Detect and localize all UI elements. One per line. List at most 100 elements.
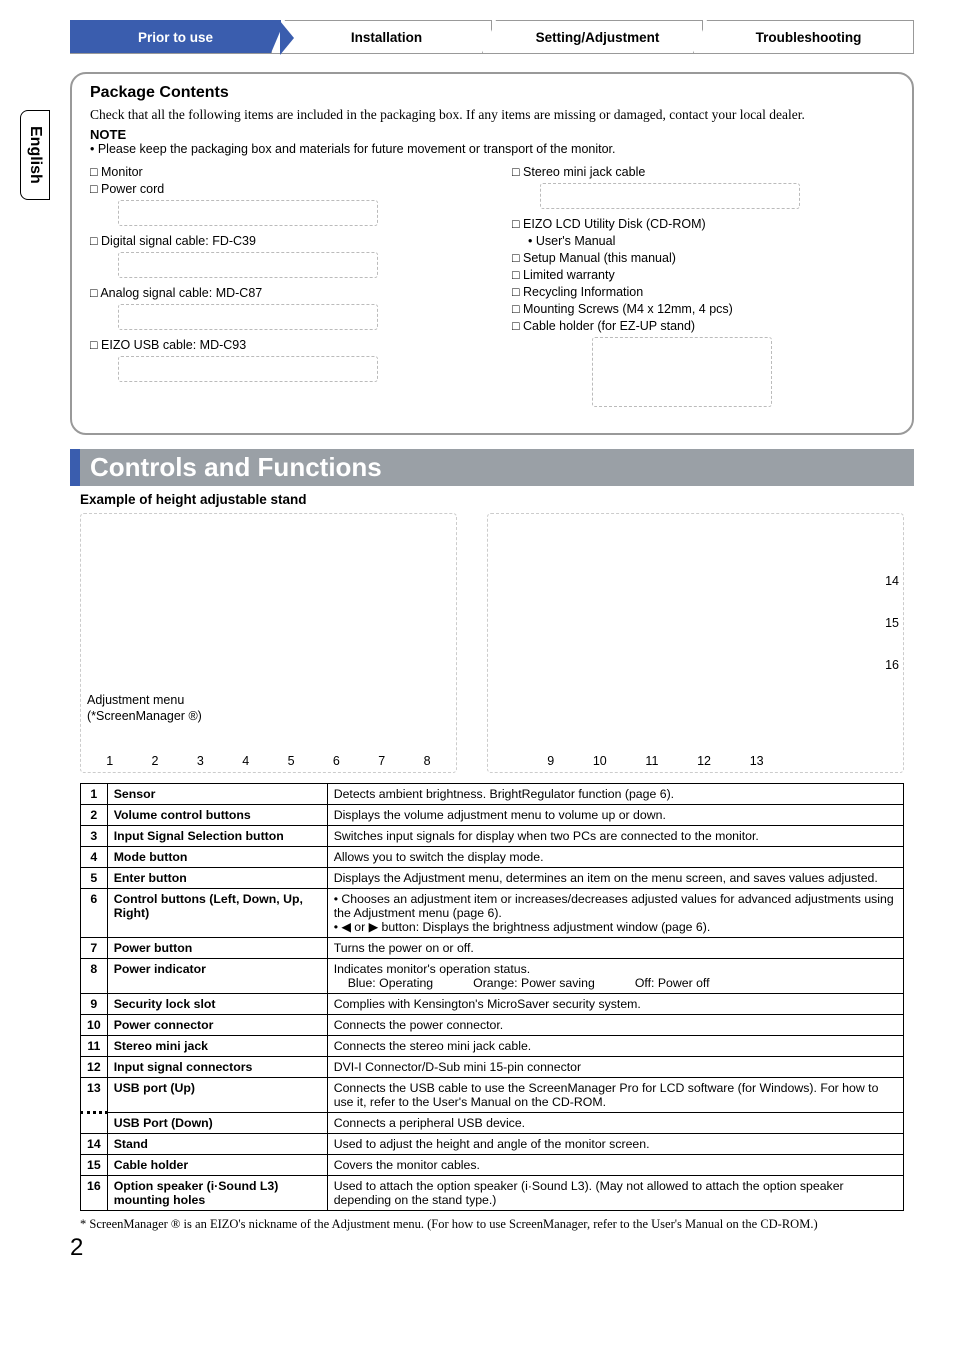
row-name: Power button — [107, 938, 327, 959]
row-desc: Connects a peripheral USB device. — [327, 1113, 903, 1134]
cable-illustration — [118, 356, 378, 382]
row-desc: Switches input signals for display when … — [327, 826, 903, 847]
callout-number: 3 — [197, 754, 204, 768]
row-number: 5 — [81, 868, 108, 889]
row-desc: Connects the power connector. — [327, 1015, 903, 1036]
callout-number: 5 — [288, 754, 295, 768]
row-desc: Used to adjust the height and angle of t… — [327, 1134, 903, 1155]
package-item: □ Monitor — [90, 165, 472, 179]
section-heading: Controls and Functions — [70, 449, 914, 486]
row-name: Power indicator — [107, 959, 327, 994]
row-name: Power connector — [107, 1015, 327, 1036]
side-number-labels: 14 15 16 — [885, 574, 899, 672]
adj-menu-caption: Adjustment menu (*ScreenManager ®) — [87, 692, 202, 725]
callout-number: 9 — [547, 754, 554, 768]
section-accent — [70, 449, 80, 486]
table-row: 15Cable holderCovers the monitor cables. — [81, 1155, 904, 1176]
note-label: NOTE — [90, 127, 894, 142]
table-row: 7Power buttonTurns the power on or off. — [81, 938, 904, 959]
callout-number: 1 — [106, 754, 113, 768]
row-number — [81, 1113, 108, 1134]
row-number: 7 — [81, 938, 108, 959]
tab-installation[interactable]: Installation — [271, 20, 492, 53]
package-item: □ Power cord — [90, 182, 472, 196]
tab-troubleshooting[interactable]: Troubleshooting — [693, 20, 914, 53]
callout-number: 16 — [885, 658, 899, 672]
row-name: Stereo mini jack — [107, 1036, 327, 1057]
table-row: 9Security lock slotComplies with Kensing… — [81, 994, 904, 1015]
tab-prior-to-use[interactable]: Prior to use — [70, 20, 281, 53]
row-desc: Indicates monitor's operation status.Blu… — [327, 959, 903, 994]
row-name: Option speaker (i·Sound L3) mounting hol… — [107, 1176, 327, 1211]
table-row: 14StandUsed to adjust the height and ang… — [81, 1134, 904, 1155]
cable-illustration — [540, 183, 800, 209]
table-row: 5Enter buttonDisplays the Adjustment men… — [81, 868, 904, 889]
row-desc: Used to attach the option speaker (i·Sou… — [327, 1176, 903, 1211]
table-row: 3Input Signal Selection buttonSwitches i… — [81, 826, 904, 847]
package-item: □ Setup Manual (this manual) — [512, 251, 894, 265]
row-desc: Connects the stereo mini jack cable. — [327, 1036, 903, 1057]
callout-number: 2 — [152, 754, 159, 768]
tab-setting-adjustment[interactable]: Setting/Adjustment — [482, 20, 703, 53]
row-number: 16 — [81, 1176, 108, 1211]
row-number: 6 — [81, 889, 108, 938]
callout-number: 15 — [885, 616, 899, 630]
row-desc: DVI-I Connector/D-Sub mini 15-pin connec… — [327, 1057, 903, 1078]
row-name: Control buttons (Left, Down, Up, Right) — [107, 889, 327, 938]
table-row: 13USB port (Up)Connects the USB cable to… — [81, 1078, 904, 1113]
table-row: 6Control buttons (Left, Down, Up, Right)… — [81, 889, 904, 938]
table-row: 1SensorDetects ambient brightness. Brigh… — [81, 784, 904, 805]
table-row: 16Option speaker (i·Sound L3) mounting h… — [81, 1176, 904, 1211]
package-item: □ Limited warranty — [512, 268, 894, 282]
row-name: Volume control buttons — [107, 805, 327, 826]
row-name: Cable holder — [107, 1155, 327, 1176]
callout-number: 12 — [697, 754, 711, 768]
row-number: 8 — [81, 959, 108, 994]
row-desc: Allows you to switch the display mode. — [327, 847, 903, 868]
table-row: 11Stereo mini jackConnects the stereo mi… — [81, 1036, 904, 1057]
row-desc: Displays the Adjustment menu, determines… — [327, 868, 903, 889]
row-number: 10 — [81, 1015, 108, 1036]
row-desc: Turns the power on or off. — [327, 938, 903, 959]
footnote: * ScreenManager ® is an EIZO's nickname … — [80, 1217, 904, 1232]
row-desc: • Chooses an adjustment item or increase… — [327, 889, 903, 938]
callout-number: 14 — [885, 574, 899, 588]
row-number: 11 — [81, 1036, 108, 1057]
package-item: □ EIZO USB cable: MD-C93 — [90, 338, 472, 352]
callout-number: 7 — [378, 754, 385, 768]
row-number: 4 — [81, 847, 108, 868]
table-row: 2Volume control buttonsDisplays the volu… — [81, 805, 904, 826]
row-name: Sensor — [107, 784, 327, 805]
row-name: Enter button — [107, 868, 327, 889]
controls-table: 1SensorDetects ambient brightness. Brigh… — [80, 783, 904, 1211]
nav-tabs: Prior to useInstallationSetting/Adjustme… — [70, 20, 914, 54]
package-item: □ Stereo mini jack cable — [512, 165, 894, 179]
diagram-area: Adjustment menu (*ScreenManager ®) 12345… — [80, 513, 904, 773]
row-name: Security lock slot — [107, 994, 327, 1015]
row-name: Stand — [107, 1134, 327, 1155]
row-name: Mode button — [107, 847, 327, 868]
callout-number: 13 — [750, 754, 764, 768]
table-row: 12Input signal connectorsDVI-I Connector… — [81, 1057, 904, 1078]
row-desc: Covers the monitor cables. — [327, 1155, 903, 1176]
cable-illustration — [118, 200, 378, 226]
row-name: Input Signal Selection button — [107, 826, 327, 847]
cable-illustration — [118, 304, 378, 330]
callout-number: 11 — [645, 754, 658, 768]
section-title-text: Controls and Functions — [80, 449, 914, 486]
rear-diagram: 141516 910111213 — [487, 513, 904, 773]
callout-number: 8 — [424, 754, 431, 768]
language-tab: English — [20, 110, 50, 200]
package-item: □ Analog signal cable: MD-C87 — [90, 286, 472, 300]
row-number: 14 — [81, 1134, 108, 1155]
cable-holder-illustration — [592, 337, 772, 407]
table-row: 10Power connectorConnects the power conn… — [81, 1015, 904, 1036]
package-item: □ Recycling Information — [512, 285, 894, 299]
package-intro: Check that all the following items are i… — [90, 107, 894, 123]
package-item: □ Mounting Screws (M4 x 12mm, 4 pcs) — [512, 302, 894, 316]
package-left-col: □ Monitor□ Power cord□ Digital signal ca… — [90, 162, 472, 415]
back-number-labels: 910111213 — [488, 754, 903, 768]
row-desc: Detects ambient brightness. BrightRegula… — [327, 784, 903, 805]
package-right-col: □ Stereo mini jack cable□ EIZO LCD Utili… — [512, 162, 894, 415]
table-row: 8Power indicatorIndicates monitor's oper… — [81, 959, 904, 994]
